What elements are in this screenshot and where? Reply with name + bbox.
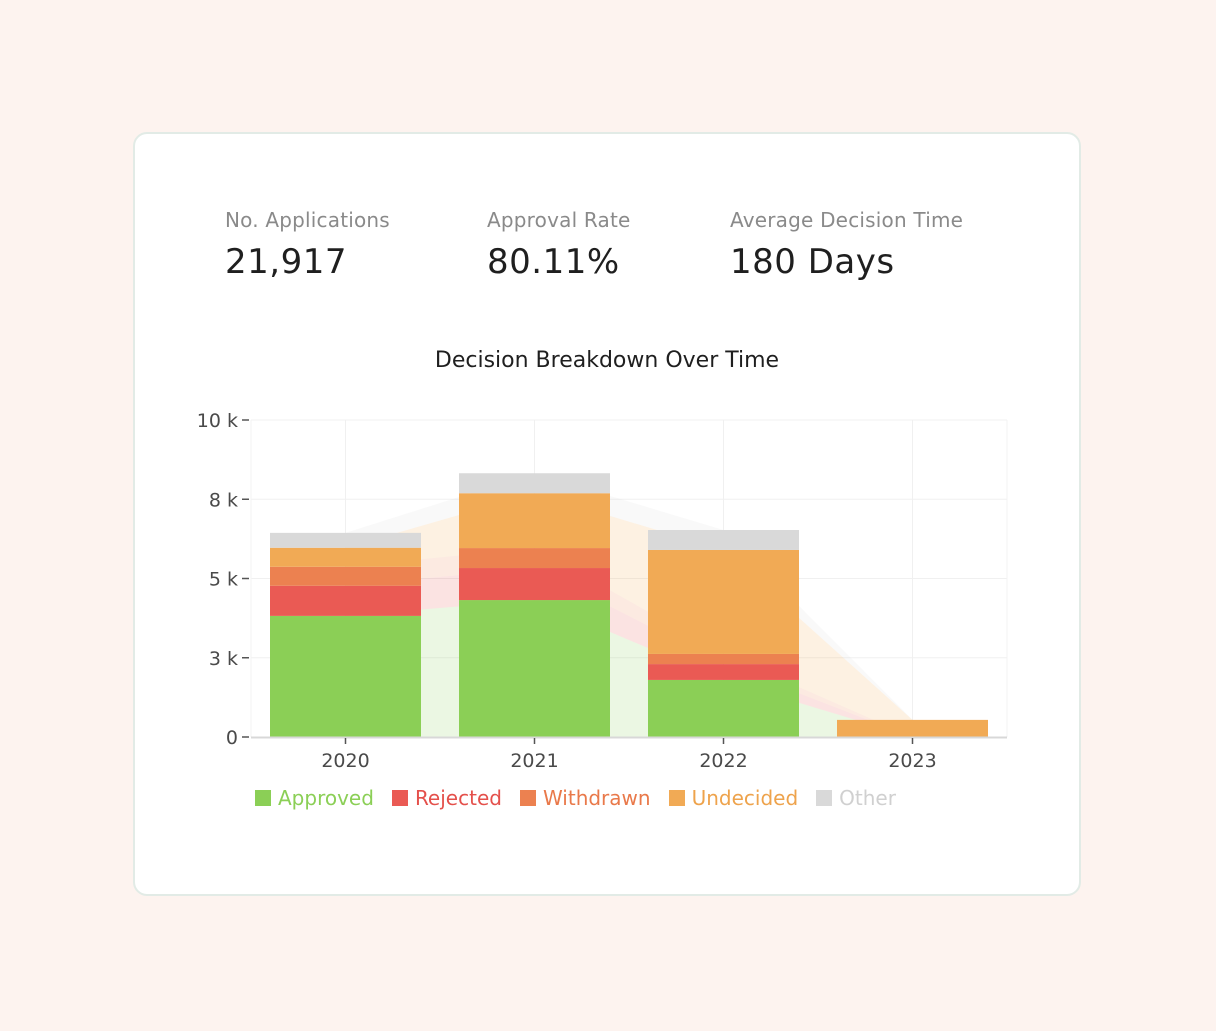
legend-swatch-icon — [391, 790, 408, 806]
legend-swatch-icon — [668, 790, 685, 806]
kpi-label: No. Applications — [225, 208, 390, 232]
legend-item-undecided[interactable]: Undecided — [668, 786, 799, 810]
bar-2020[interactable] — [270, 532, 421, 737]
bar-segment-undecided[interactable] — [648, 549, 799, 654]
chart-title: Decision Breakdown Over Time — [434, 348, 780, 373]
y-tick-label: 0 — [226, 727, 238, 749]
y-tick-label: 8 k — [209, 489, 238, 511]
bar-segment-rejected[interactable] — [648, 664, 799, 680]
kpi-value: 180 Days — [730, 242, 895, 282]
chart-legend: Approved Rejected Withdrawn Undecided Other — [255, 786, 896, 810]
bar-segment-approved[interactable] — [270, 615, 421, 737]
legend-item-rejected[interactable]: Rejected — [391, 786, 502, 810]
bar-2021[interactable] — [459, 473, 610, 737]
legend-label: Rejected — [414, 786, 502, 810]
stacked-bar-chart: 0 3 k 5 k 8 k 10 k 2020 2021 2022 2023 — [197, 410, 1008, 772]
x-tick-label: 2021 — [510, 750, 558, 772]
bar-segment-other[interactable] — [270, 532, 421, 548]
bar-segment-withdrawn[interactable] — [270, 566, 421, 586]
bar-2022[interactable] — [648, 529, 799, 737]
bars — [270, 473, 988, 737]
bar-segment-approved[interactable] — [459, 600, 610, 737]
x-tick-label: 2023 — [888, 750, 936, 772]
y-axis: 0 3 k 5 k 8 k 10 k — [197, 410, 249, 749]
bar-segment-other[interactable] — [648, 529, 799, 550]
legend-label: Other — [839, 786, 896, 810]
kpi-applications: No. Applications 21,917 — [225, 208, 390, 282]
legend-label: Undecided — [691, 786, 799, 810]
kpi-value: 21,917 — [225, 242, 347, 282]
bar-segment-other[interactable] — [459, 473, 610, 494]
dashboard-card: No. Applications 21,917 Approval Rate 80… — [133, 132, 1081, 896]
y-tick-label: 3 k — [209, 648, 238, 670]
legend-label: Withdrawn — [542, 786, 651, 810]
legend-swatch-icon — [255, 790, 271, 806]
legend-label: Approved — [278, 786, 374, 810]
bar-segment-withdrawn[interactable] — [459, 548, 610, 569]
x-tick-label: 2020 — [321, 750, 369, 772]
bar-segment-undecided[interactable] — [837, 719, 988, 737]
kpi-approval-rate: Approval Rate 80.11% — [487, 208, 631, 282]
bar-segment-withdrawn[interactable] — [648, 653, 799, 665]
kpi-label: Approval Rate — [487, 208, 631, 232]
bar-2023[interactable] — [837, 719, 988, 737]
x-tick-label: 2022 — [699, 750, 747, 772]
kpi-value: 80.11% — [487, 242, 620, 282]
kpi-label: Average Decision Time — [730, 208, 964, 232]
legend-swatch-icon — [519, 790, 536, 806]
bar-segment-undecided[interactable] — [270, 547, 421, 567]
kpi-decision-time: Average Decision Time 180 Days — [730, 208, 963, 282]
bar-segment-approved[interactable] — [648, 679, 799, 737]
bar-segment-undecided[interactable] — [459, 493, 610, 549]
y-tick-label: 5 k — [209, 569, 238, 591]
bar-segment-rejected[interactable] — [270, 585, 421, 616]
legend-item-other[interactable]: Other — [816, 786, 896, 810]
legend-swatch-icon — [816, 790, 833, 806]
x-axis: 2020 2021 2022 2023 — [321, 738, 937, 772]
connector-areas — [345, 473, 913, 737]
bar-segment-rejected[interactable] — [459, 568, 610, 601]
legend-item-withdrawn[interactable]: Withdrawn — [519, 786, 651, 810]
y-tick-label: 10 k — [197, 410, 238, 432]
legend-item-approved[interactable]: Approved — [255, 786, 374, 810]
